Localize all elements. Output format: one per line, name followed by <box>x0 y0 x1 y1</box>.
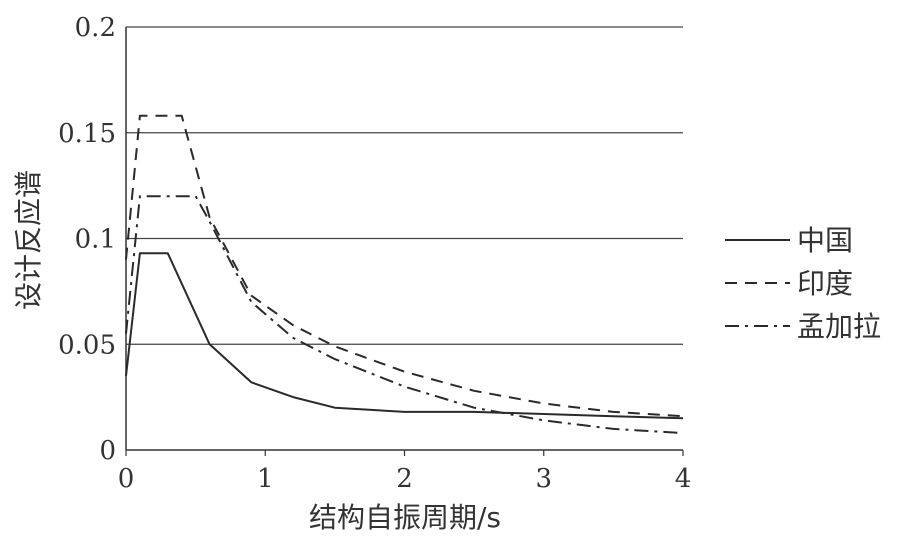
x-tick-label: 3 <box>535 464 552 494</box>
series-line-3 <box>125 195 684 435</box>
series-lines <box>125 114 684 435</box>
y-tick-label: 0.2 <box>75 13 116 43</box>
axes <box>125 27 684 456</box>
legend-item: 孟加拉 <box>725 310 881 343</box>
x-tick-label: 1 <box>257 464 274 494</box>
y-tick-label: 0.1 <box>75 225 116 255</box>
x-tick-label: 4 <box>675 464 692 494</box>
x-tick-label: 2 <box>396 464 413 494</box>
series-line-1 <box>125 252 684 420</box>
y-tick-label: 0 <box>99 436 116 466</box>
legend-item: 中国 <box>725 224 853 257</box>
y-tick-labels: 0 0.05 0.1 0.15 0.2 <box>58 13 116 466</box>
series-line-2 <box>125 114 684 418</box>
legend-label: 印度 <box>797 267 853 300</box>
gridlines <box>126 26 683 345</box>
y-tick-label: 0.05 <box>58 330 116 360</box>
legend-item: 印度 <box>725 267 853 300</box>
y-axis-label: 设计反应谱 <box>12 170 45 310</box>
y-tick-label: 0.15 <box>58 119 116 149</box>
legend-label: 中国 <box>797 224 853 257</box>
x-tick-label: 0 <box>118 464 135 494</box>
legend-label: 孟加拉 <box>797 310 881 343</box>
x-axis-label: 结构自振周期/s <box>309 501 501 534</box>
x-tick-labels: 0 1 2 3 4 <box>118 464 692 494</box>
